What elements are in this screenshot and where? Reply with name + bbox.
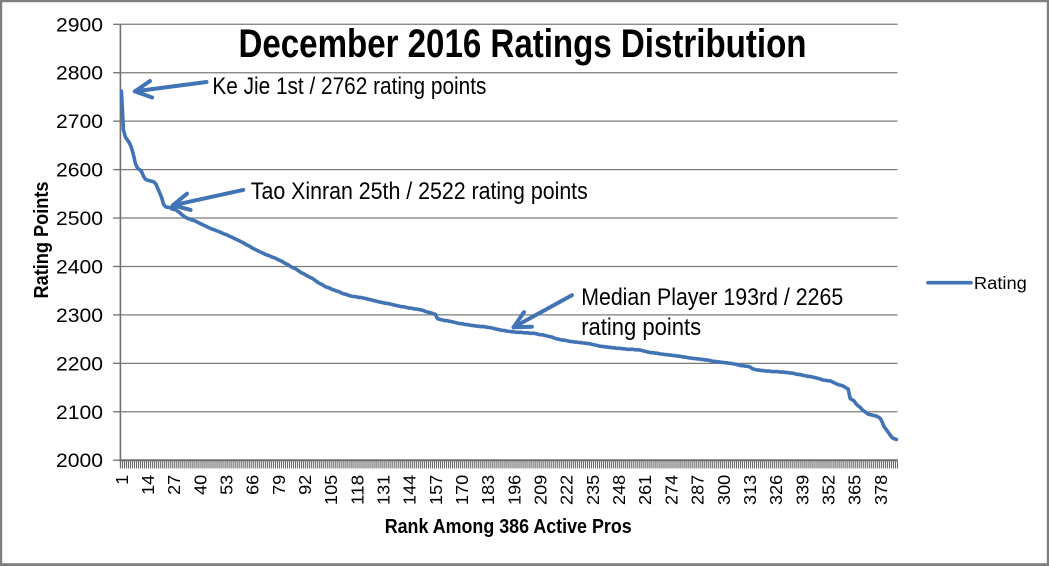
- svg-text:Ke Jie 1st / 2762 rating point: Ke Jie 1st / 2762 rating points: [212, 73, 486, 100]
- svg-text:92: 92: [295, 475, 315, 495]
- svg-text:209: 209: [531, 475, 551, 505]
- svg-text:131: 131: [374, 475, 394, 505]
- svg-text:Rating Points: Rating Points: [31, 182, 53, 299]
- svg-text:300: 300: [714, 475, 734, 505]
- svg-text:170: 170: [452, 475, 472, 505]
- svg-text:326: 326: [766, 475, 786, 505]
- svg-text:2400: 2400: [56, 256, 103, 278]
- svg-text:2300: 2300: [56, 305, 103, 327]
- svg-text:235: 235: [583, 475, 603, 505]
- svg-text:December 2016 Ratings Distribu: December 2016 Ratings Distribution: [239, 22, 807, 66]
- svg-text:40: 40: [190, 475, 210, 495]
- svg-text:118: 118: [347, 475, 367, 505]
- svg-text:79: 79: [269, 475, 289, 495]
- svg-text:2800: 2800: [56, 63, 103, 85]
- svg-text:14: 14: [138, 475, 158, 495]
- svg-text:144: 144: [400, 475, 420, 505]
- svg-text:157: 157: [426, 475, 446, 505]
- svg-text:365: 365: [845, 475, 865, 505]
- svg-text:2700: 2700: [56, 111, 103, 133]
- svg-text:287: 287: [688, 475, 708, 505]
- svg-text:2600: 2600: [56, 160, 103, 182]
- svg-text:352: 352: [818, 475, 838, 505]
- svg-text:196: 196: [504, 475, 524, 505]
- svg-text:261: 261: [635, 475, 655, 505]
- svg-text:2500: 2500: [56, 208, 103, 230]
- svg-text:222: 222: [557, 475, 577, 505]
- svg-text:27: 27: [164, 475, 184, 495]
- svg-text:248: 248: [609, 475, 629, 505]
- svg-text:Median Player 193rd / 2265: Median Player 193rd / 2265: [581, 284, 843, 311]
- svg-text:183: 183: [478, 475, 498, 505]
- svg-text:2900: 2900: [56, 14, 103, 36]
- svg-text:Tao Xinran 25th / 2522 rating: Tao Xinran 25th / 2522 rating points: [251, 178, 588, 205]
- svg-text:rating points: rating points: [581, 314, 701, 341]
- svg-text:105: 105: [321, 475, 341, 505]
- svg-text:53: 53: [216, 475, 236, 495]
- svg-text:2200: 2200: [56, 353, 103, 375]
- svg-text:313: 313: [740, 475, 760, 505]
- svg-text:378: 378: [871, 475, 891, 505]
- svg-text:339: 339: [792, 475, 812, 505]
- svg-text:1: 1: [112, 475, 132, 485]
- svg-text:2100: 2100: [56, 402, 103, 424]
- svg-text:274: 274: [661, 475, 681, 505]
- svg-text:2000: 2000: [56, 450, 103, 472]
- svg-text:66: 66: [243, 475, 263, 495]
- svg-text:Rank Among 386 Active Pros: Rank Among 386 Active Pros: [385, 516, 632, 538]
- svg-text:Rating: Rating: [974, 273, 1027, 293]
